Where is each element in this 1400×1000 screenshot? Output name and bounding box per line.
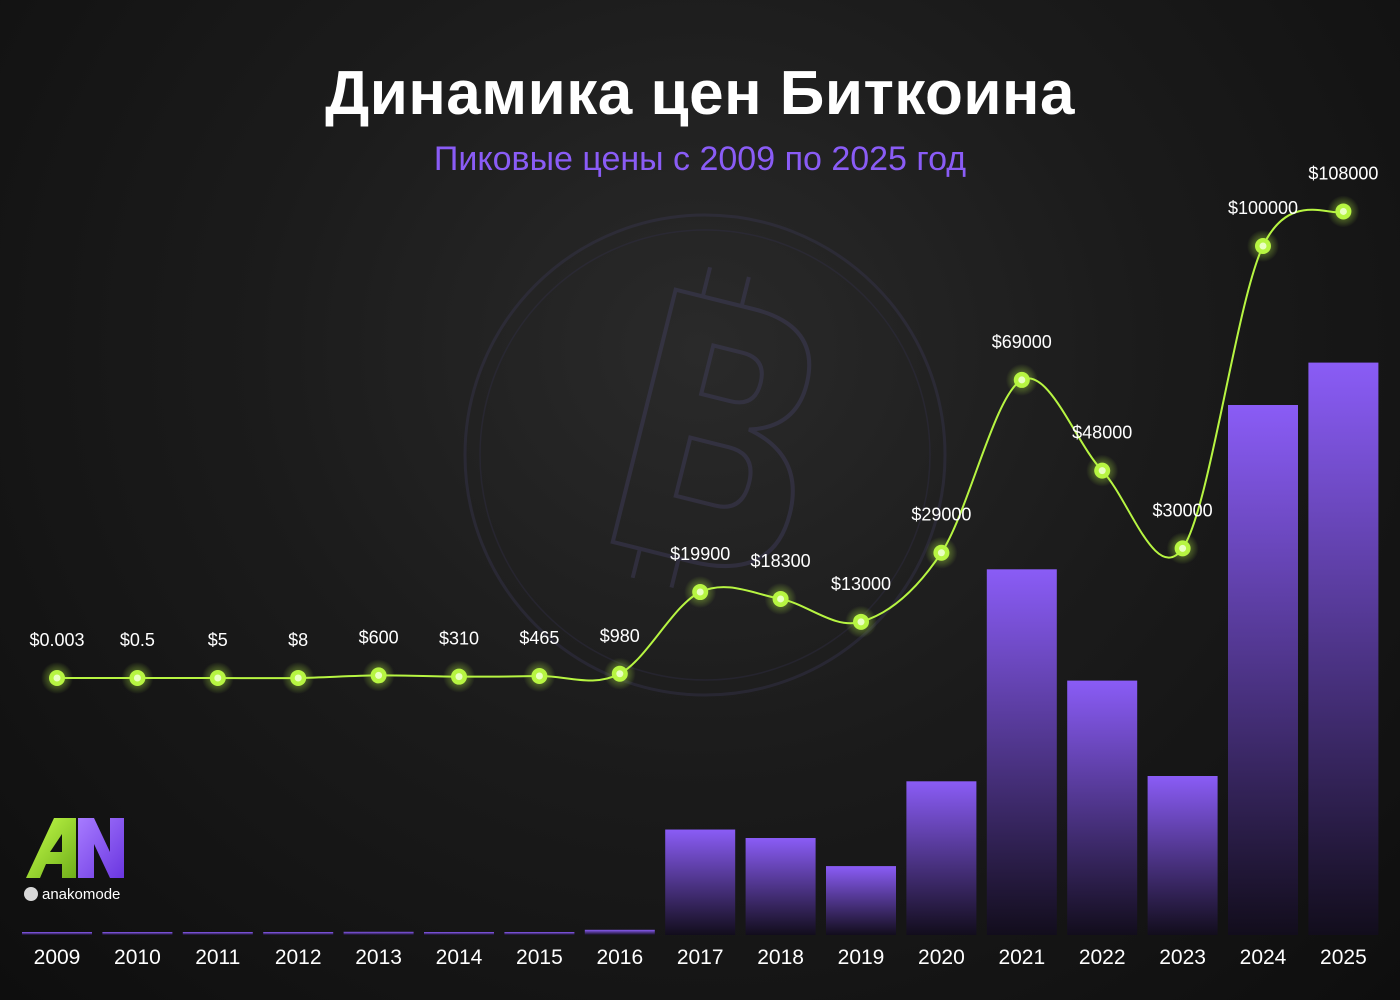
- data-label: $310: [439, 629, 479, 649]
- x-tick-label: 2025: [1320, 946, 1367, 969]
- data-point-core: [455, 673, 463, 681]
- bar-2021: [986, 569, 1057, 935]
- data-point-core: [937, 549, 945, 557]
- data-label: $0.003: [29, 630, 84, 650]
- data-point-core: [53, 674, 61, 682]
- chart-subtitle: Пиковые цены с 2009 по 2025 год: [433, 140, 967, 178]
- data-point-core: [1018, 376, 1026, 384]
- brand-logo: [26, 818, 124, 878]
- bar-2019: [826, 866, 896, 935]
- data-label: $100000: [1228, 198, 1298, 218]
- data-point-core: [1179, 544, 1187, 552]
- data-label: $13000: [831, 574, 891, 594]
- data-label: $30000: [1153, 500, 1213, 520]
- price-line-layer: [41, 195, 1360, 694]
- data-label: $108000: [1308, 163, 1378, 183]
- bar-2025: [1308, 362, 1379, 936]
- bar-2022: [1067, 680, 1138, 935]
- x-tick-label: 2021: [998, 946, 1045, 969]
- x-tick-label: 2014: [436, 946, 483, 969]
- data-point-core: [1259, 242, 1267, 250]
- data-point-core: [375, 671, 383, 679]
- data-label: $8: [288, 630, 308, 650]
- data-point-core: [616, 670, 624, 678]
- x-tick-label: 2010: [114, 946, 161, 969]
- x-tick-label: 2019: [838, 946, 885, 969]
- bar-2009: [22, 932, 92, 935]
- data-point-core: [1098, 467, 1106, 475]
- data-label: $18300: [751, 551, 811, 571]
- x-tick-label: 2012: [275, 946, 322, 969]
- x-tick-label: 2016: [596, 946, 643, 969]
- bar-2016: [584, 929, 655, 935]
- bar-2013: [343, 931, 414, 935]
- x-tick-label: 2017: [677, 946, 724, 969]
- telegram-icon: [24, 887, 38, 901]
- data-point-core: [133, 674, 141, 682]
- data-label: $69000: [992, 332, 1052, 352]
- data-point-core: [214, 674, 222, 682]
- data-point-core: [1339, 207, 1347, 215]
- bar-2020: [906, 781, 977, 935]
- data-label: $0.5: [120, 630, 155, 650]
- bar-2011: [182, 932, 253, 935]
- x-tick-label: 2009: [34, 946, 81, 969]
- data-label: $600: [359, 627, 399, 647]
- data-point-core: [777, 595, 785, 603]
- x-axis: 2009 2010 2011 2012 2013 2014 2015 2016 2017 2018…: [34, 946, 1367, 969]
- x-tick-label: 2011: [195, 946, 240, 969]
- chart-title: Динамика цен Биткоина: [325, 59, 1075, 128]
- data-label: $48000: [1072, 423, 1132, 443]
- brand-handle: anakomode: [42, 886, 121, 903]
- x-tick-label: 2022: [1079, 946, 1126, 969]
- bar-2012: [263, 932, 334, 935]
- bar-2015: [504, 932, 575, 935]
- x-tick-label: 2024: [1240, 946, 1287, 969]
- bitcoin-icon: [463, 213, 947, 697]
- data-point-core: [696, 588, 704, 596]
- data-label: $19900: [670, 544, 730, 564]
- data-label: $29000: [911, 505, 971, 525]
- bar-2023: [1147, 776, 1218, 935]
- bar-2024: [1228, 405, 1298, 935]
- bar-2014: [424, 932, 494, 935]
- bars-layer: [22, 362, 1379, 936]
- data-label: $980: [600, 626, 640, 646]
- price-line: [56, 208, 1344, 682]
- value-labels-layer: $0.003 $0.5 $5 $8 $600 $310 $465 $980 $19900 $183…: [29, 163, 1378, 650]
- data-label: $5: [208, 630, 228, 650]
- data-point-core: [535, 672, 543, 680]
- bar-2018: [745, 838, 816, 935]
- x-tick-label: 2023: [1159, 946, 1206, 969]
- x-tick-label: 2018: [757, 946, 804, 969]
- data-point-core: [857, 618, 865, 626]
- x-tick-label: 2020: [918, 946, 965, 969]
- data-label: $465: [519, 628, 559, 648]
- x-tick-label: 2015: [516, 946, 563, 969]
- x-tick-label: 2013: [355, 946, 402, 969]
- bar-2010: [102, 932, 173, 935]
- bar-2017: [665, 829, 736, 935]
- data-point-core: [294, 674, 302, 682]
